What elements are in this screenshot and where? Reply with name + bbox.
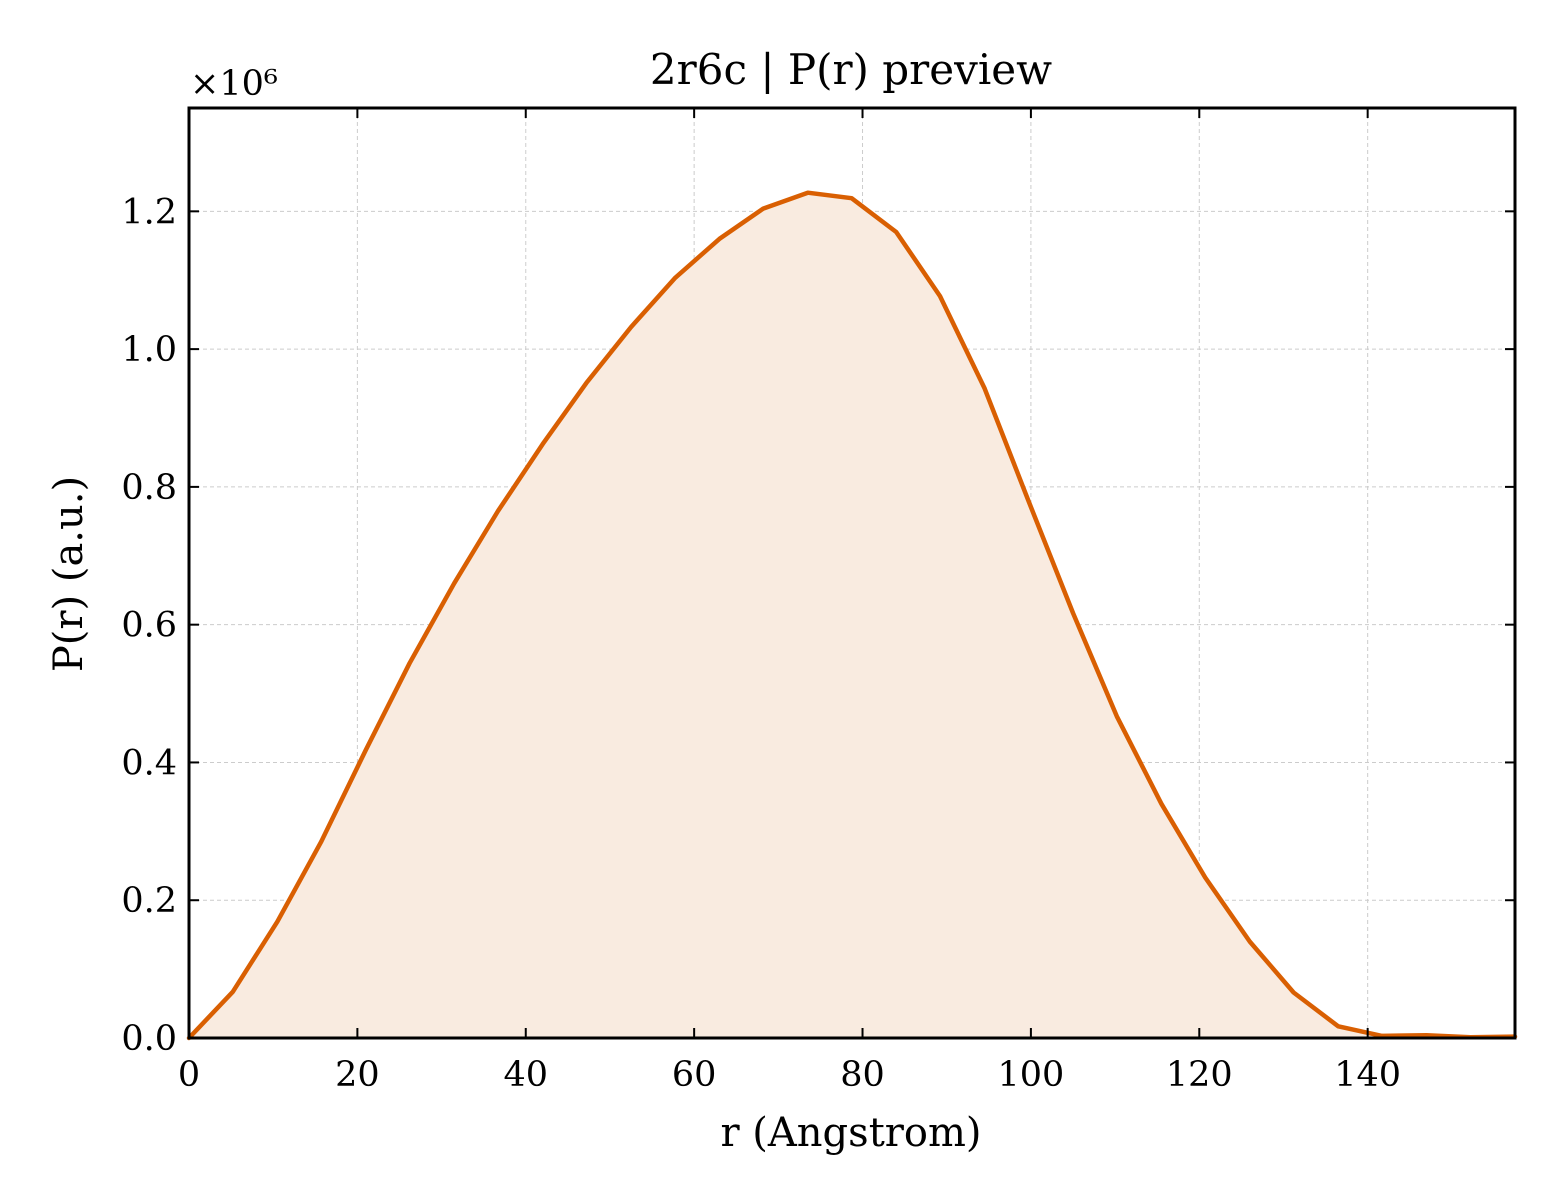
- y-tick-label: 0.2: [121, 881, 177, 921]
- x-tick-label: 80: [840, 1055, 885, 1095]
- x-tick-label: 0: [178, 1055, 200, 1095]
- y-tick-label: 0.4: [121, 743, 177, 783]
- y-tick-label: 1.0: [121, 330, 177, 370]
- y-axis-offset-label: ×10⁶: [190, 64, 278, 104]
- y-tick-label: 0.6: [121, 606, 177, 646]
- y-axis-label: P(r) (a.u.): [46, 476, 92, 672]
- chart-title: 2r6c | P(r) preview: [650, 45, 1052, 94]
- x-tick-label: 40: [503, 1055, 548, 1095]
- x-tick-label: 60: [672, 1055, 717, 1095]
- series-area-fill: [189, 192, 1515, 1038]
- series-line: [186, 190, 1518, 1041]
- x-tick-label: 100: [997, 1055, 1064, 1095]
- y-tick-label: 1.2: [121, 192, 177, 232]
- x-tick-label: 120: [1166, 1055, 1233, 1095]
- x-tick-label: 20: [335, 1055, 380, 1095]
- y-tick-label: 0.8: [121, 468, 177, 508]
- axis-ticks: 0 20 40 60 80 100 120 140 0.0 0.2 0.4 0.6 0.8 1.0 1.2: [121, 108, 1515, 1095]
- x-tick-label: 140: [1334, 1055, 1401, 1095]
- y-tick-label: 0.0: [121, 1019, 177, 1059]
- x-axis-label: r (Angstrom): [720, 1110, 981, 1156]
- plot-frame: [187, 106, 1517, 1040]
